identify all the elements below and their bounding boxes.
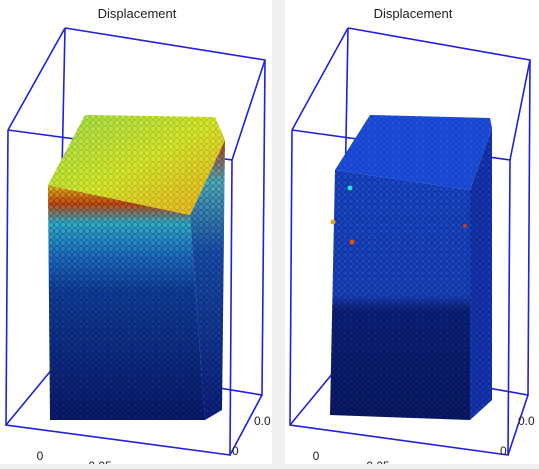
tick-label: 0.05	[366, 459, 390, 464]
tick-label: 0.0	[518, 414, 535, 428]
particle-block	[330, 115, 492, 420]
tick-label: 0	[37, 449, 44, 463]
tick-label: 0	[500, 444, 507, 458]
panel-title: Displacement	[98, 6, 177, 21]
tick-label: 0.05	[88, 459, 112, 464]
particle-block	[48, 115, 225, 420]
panel-title: Displacement	[374, 6, 453, 21]
tick-label: 0.0	[254, 414, 271, 428]
tick-label: 0	[313, 449, 320, 463]
tick-label: 0	[232, 444, 239, 458]
